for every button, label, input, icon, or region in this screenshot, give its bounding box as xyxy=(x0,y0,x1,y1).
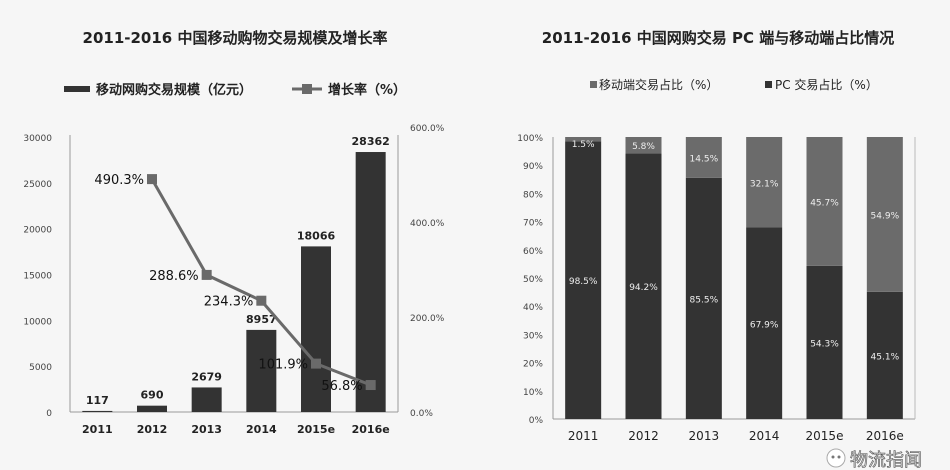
bar-value-label: 690 xyxy=(141,389,164,402)
y-tick-label: 5000 xyxy=(29,363,52,373)
growth-value-label: 288.6% xyxy=(149,269,199,284)
growth-value-label: 234.3% xyxy=(204,295,254,310)
y-tick-label: 10% xyxy=(523,388,543,398)
legend-line-marker xyxy=(302,84,312,94)
x-tick-label: 2014 xyxy=(246,423,277,436)
pc-bar-segment xyxy=(565,141,602,420)
right-legend: 移动端交易占比（%） PC 交易占比（%） xyxy=(590,77,878,92)
y-tick-label: 50% xyxy=(523,275,543,285)
growth-marker xyxy=(311,358,321,369)
legend-pc-label: PC 交易占比（%） xyxy=(775,77,878,92)
x-tick-label: 2016e xyxy=(866,429,904,443)
right-chart-title: 2011-2016 中国网购交易 PC 端与移动端占比情况 xyxy=(542,29,894,47)
mobile-value-label: 5.8% xyxy=(632,142,655,152)
bar-value-label: 2679 xyxy=(191,370,222,383)
x-tick-label: 2015e xyxy=(806,429,844,443)
y2-tick-label: 600.0% xyxy=(410,124,445,134)
growth-marker xyxy=(201,269,212,280)
mobile-bar-segment xyxy=(806,137,843,266)
growth-marker xyxy=(256,295,267,306)
x-tick-label: 2012 xyxy=(137,423,168,436)
left-chart-title: 2011-2016 中国移动购物交易规模及增长率 xyxy=(83,29,388,47)
mobile-value-label: 1.5% xyxy=(572,140,595,150)
mobile-value-label: 14.5% xyxy=(690,154,719,164)
pc-bar-segment xyxy=(685,177,722,419)
growth-marker xyxy=(147,174,157,185)
mobile-bar-segment xyxy=(565,137,602,142)
mobile-bar-segment xyxy=(866,137,903,292)
growth-value-label: 56.8% xyxy=(321,379,362,394)
y-tick-label: 20000 xyxy=(23,226,52,236)
pc-value-label: 94.2% xyxy=(629,283,658,293)
mobile-value-label: 32.1% xyxy=(750,179,779,189)
left-legend: 移动网购交易规模（亿元） 增长率（%） xyxy=(64,82,406,98)
legend-mobile-label: 移动端交易占比（%） xyxy=(599,77,718,92)
pc-value-label: 98.5% xyxy=(569,277,598,287)
growth-value-label: 490.3% xyxy=(94,173,144,188)
legend-bar-swatch xyxy=(64,86,90,92)
mobile-bar-segment xyxy=(625,137,662,154)
pc-bar-segment xyxy=(806,265,843,419)
y2-tick-label: 0.0% xyxy=(410,409,433,419)
y-tick-label: 70% xyxy=(523,219,543,229)
y2-tick-label: 200.0% xyxy=(410,314,445,324)
bar-value-label: 8957 xyxy=(246,313,277,326)
growth-marker xyxy=(365,380,376,391)
watermark-text: 物流指闻 xyxy=(850,450,922,470)
y-tick-label: 60% xyxy=(523,247,543,257)
bar-value-label: 18066 xyxy=(297,229,336,242)
y-tick-label: 20% xyxy=(523,360,543,370)
x-tick-label: 2016e xyxy=(352,423,390,436)
y-tick-label: 80% xyxy=(523,190,543,200)
x-tick-label: 2012 xyxy=(628,429,659,443)
pc-value-label: 54.3% xyxy=(810,339,839,349)
bar xyxy=(355,152,386,412)
bar xyxy=(137,405,167,412)
x-tick-label: 2014 xyxy=(749,429,780,443)
y-tick-label: 25000 xyxy=(23,180,52,190)
x-tick-label: 2013 xyxy=(191,423,222,436)
x-tick-label: 2013 xyxy=(689,429,720,443)
y-tick-label: 40% xyxy=(523,303,543,313)
mobile-value-label: 54.9% xyxy=(871,211,900,221)
wechat-icon xyxy=(826,448,846,468)
pc-value-label: 85.5% xyxy=(690,295,719,305)
pc-value-label: 67.9% xyxy=(750,320,779,330)
x-tick-label: 2015e xyxy=(297,423,335,436)
y-tick-label: 30000 xyxy=(23,134,52,144)
mobile-bar-segment xyxy=(746,137,783,228)
legend-pc-swatch xyxy=(765,81,772,88)
bar-value-label: 117 xyxy=(86,394,109,407)
legend-bar-label: 移动网购交易规模（亿元） xyxy=(96,82,252,98)
x-tick-label: 2011 xyxy=(568,429,599,443)
pc-bar-segment xyxy=(866,291,903,419)
y-tick-label: 90% xyxy=(523,162,543,172)
pc-value-label: 45.1% xyxy=(871,352,900,362)
bar xyxy=(246,329,277,412)
mobile-value-label: 45.7% xyxy=(810,198,839,208)
pc-bar-segment xyxy=(746,227,783,419)
watermark: 物流指闻 xyxy=(826,448,922,470)
y-tick-label: 0% xyxy=(529,416,544,426)
bar-value-label: 28362 xyxy=(352,135,390,148)
y-tick-label: 30% xyxy=(523,331,543,341)
y-tick-label: 15000 xyxy=(23,272,52,282)
y2-tick-label: 400.0% xyxy=(410,219,445,229)
legend-line-label: 增长率（%） xyxy=(328,82,406,98)
y-tick-label: 10000 xyxy=(23,317,52,327)
growth-value-label: 101.9% xyxy=(258,358,308,373)
y-tick-label: 100% xyxy=(517,134,543,144)
bar xyxy=(191,387,222,412)
legend-mobile-swatch xyxy=(590,81,597,88)
pc-bar-segment xyxy=(625,153,662,419)
y-tick-label: 0 xyxy=(46,409,52,419)
mobile-bar-segment xyxy=(685,137,722,178)
bar xyxy=(82,410,113,412)
bar xyxy=(301,246,331,412)
x-tick-label: 2011 xyxy=(82,423,113,436)
